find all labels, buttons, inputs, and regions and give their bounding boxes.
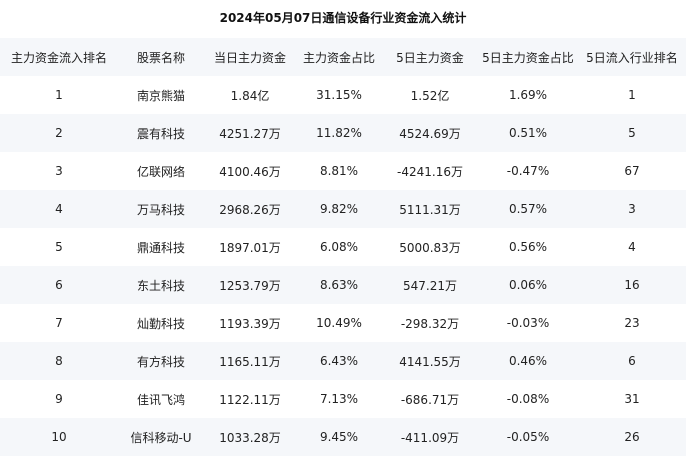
cell-main-funds-ratio: 9.45% xyxy=(319,430,359,444)
cell-5day-main-funds: 5111.31万 xyxy=(399,202,461,217)
cell-5day-industry-rank: 5 xyxy=(628,126,636,140)
table-row: 4 万马科技 2968.26万 9.82% 5111.31万 0.57% 3 xyxy=(0,190,686,228)
cell-rank: 6 xyxy=(55,278,63,292)
fund-flow-table: 主力资金流入排名 股票名称 当日主力资金 主力资金占比 5日主力资金 5日主力资… xyxy=(0,38,686,456)
cell-stock-name: 南京熊猫 xyxy=(136,88,185,103)
cell-daily-main-funds: 4100.46万 xyxy=(219,164,281,179)
cell-daily-main-funds: 2968.26万 xyxy=(219,202,281,217)
cell-5day-main-funds-ratio: -0.08% xyxy=(506,392,550,406)
cell-5day-industry-rank: 16 xyxy=(624,278,640,292)
cell-stock-name: 信科移动-U xyxy=(130,430,192,445)
header-stock-name: 股票名称 xyxy=(136,50,185,65)
cell-5day-main-funds-ratio: -0.03% xyxy=(506,316,550,330)
cell-main-funds-ratio: 6.43% xyxy=(319,354,359,368)
table-row: 7 灿勤科技 1193.39万 10.49% -298.32万 -0.03% 2… xyxy=(0,304,686,342)
cell-daily-main-funds: 1253.79万 xyxy=(219,278,281,293)
header-5day-industry-rank: 5日流入行业排名 xyxy=(586,50,678,65)
cell-5day-industry-rank: 23 xyxy=(624,316,640,330)
cell-rank: 1 xyxy=(55,88,63,102)
cell-stock-name: 亿联网络 xyxy=(136,164,185,179)
cell-5day-main-funds: 547.21万 xyxy=(403,278,457,293)
table-header-row: 主力资金流入排名 股票名称 当日主力资金 主力资金占比 5日主力资金 5日主力资… xyxy=(0,38,686,76)
cell-stock-name: 灿勤科技 xyxy=(136,316,185,331)
header-main-funds-ratio: 主力资金占比 xyxy=(302,50,375,65)
cell-main-funds-ratio: 6.08% xyxy=(319,240,359,254)
table-row: 1 南京熊猫 1.84亿 31.15% 1.52亿 1.69% 1 xyxy=(0,76,686,114)
cell-main-funds-ratio: 11.82% xyxy=(316,126,362,140)
cell-5day-main-funds-ratio: -0.05% xyxy=(506,430,550,444)
cell-5day-main-funds-ratio: 0.46% xyxy=(508,354,548,368)
cell-5day-industry-rank: 3 xyxy=(628,202,636,216)
cell-daily-main-funds: 1193.39万 xyxy=(219,316,281,331)
cell-rank: 4 xyxy=(55,202,63,216)
table-row: 2 震有科技 4251.27万 11.82% 4524.69万 0.51% 5 xyxy=(0,114,686,152)
cell-stock-name: 万马科技 xyxy=(136,202,185,217)
cell-rank: 2 xyxy=(55,126,63,140)
cell-main-funds-ratio: 31.15% xyxy=(316,88,362,102)
cell-main-funds-ratio: 9.82% xyxy=(319,202,359,216)
cell-stock-name: 有方科技 xyxy=(136,354,185,369)
cell-rank: 10 xyxy=(51,430,67,444)
cell-5day-main-funds: 4524.69万 xyxy=(399,126,461,141)
cell-daily-main-funds: 1897.01万 xyxy=(219,240,281,255)
header-rank: 主力资金流入排名 xyxy=(10,50,107,65)
cell-5day-industry-rank: 6 xyxy=(628,354,636,368)
cell-main-funds-ratio: 8.81% xyxy=(319,164,359,178)
table-row: 10 信科移动-U 1033.28万 9.45% -411.09万 -0.05%… xyxy=(0,418,686,456)
cell-daily-main-funds: 4251.27万 xyxy=(219,126,281,141)
cell-stock-name: 佳讯飞鸿 xyxy=(136,392,185,407)
cell-5day-main-funds: 4141.55万 xyxy=(399,354,461,369)
cell-5day-main-funds: 1.52亿 xyxy=(410,88,450,103)
cell-5day-industry-rank: 1 xyxy=(628,88,636,102)
header-5day-main-funds: 5日主力资金 xyxy=(396,50,464,65)
cell-5day-main-funds: -411.09万 xyxy=(400,430,460,445)
cell-5day-main-funds-ratio: 0.57% xyxy=(508,202,548,216)
cell-daily-main-funds: 1033.28万 xyxy=(219,430,281,445)
cell-main-funds-ratio: 7.13% xyxy=(319,392,359,406)
cell-stock-name: 鼎通科技 xyxy=(136,240,185,255)
table-row: 5 鼎通科技 1897.01万 6.08% 5000.83万 0.56% 4 xyxy=(0,228,686,266)
cell-stock-name: 东土科技 xyxy=(136,278,185,293)
cell-rank: 3 xyxy=(55,164,63,178)
header-daily-main-funds: 当日主力资金 xyxy=(213,50,286,65)
table-row: 9 佳讯飞鸿 1122.11万 7.13% -686.71万 -0.08% 31 xyxy=(0,380,686,418)
table-row: 8 有方科技 1165.11万 6.43% 4141.55万 0.46% 6 xyxy=(0,342,686,380)
header-5day-main-funds-ratio: 5日主力资金占比 xyxy=(482,50,574,65)
cell-rank: 8 xyxy=(55,354,63,368)
cell-daily-main-funds: 1165.11万 xyxy=(219,354,281,369)
cell-daily-main-funds: 1122.11万 xyxy=(219,392,281,407)
table-row: 6 东土科技 1253.79万 8.63% 547.21万 0.06% 16 xyxy=(0,266,686,304)
cell-main-funds-ratio: 10.49% xyxy=(316,316,362,330)
cell-rank: 5 xyxy=(55,240,63,254)
cell-rank: 9 xyxy=(55,392,63,406)
cell-5day-industry-rank: 26 xyxy=(624,430,640,444)
cell-5day-main-funds: -298.32万 xyxy=(400,316,460,331)
cell-daily-main-funds: 1.84亿 xyxy=(230,88,270,103)
cell-5day-main-funds: 5000.83万 xyxy=(399,240,461,255)
cell-5day-industry-rank: 4 xyxy=(628,240,636,254)
cell-stock-name: 震有科技 xyxy=(136,126,185,141)
cell-5day-main-funds: -686.71万 xyxy=(400,392,460,407)
cell-5day-main-funds-ratio: 1.69% xyxy=(508,88,548,102)
cell-main-funds-ratio: 8.63% xyxy=(319,278,359,292)
page-title: 2024年05月07日通信设备行业资金流入统计 xyxy=(219,11,467,25)
cell-5day-main-funds-ratio: -0.47% xyxy=(506,164,550,178)
cell-5day-main-funds-ratio: 0.56% xyxy=(508,240,548,254)
cell-5day-industry-rank: 67 xyxy=(624,164,640,178)
cell-5day-industry-rank: 31 xyxy=(624,392,640,406)
cell-5day-main-funds: -4241.16万 xyxy=(397,164,463,179)
table-row: 3 亿联网络 4100.46万 8.81% -4241.16万 -0.47% 6… xyxy=(0,152,686,190)
cell-5day-main-funds-ratio: 0.06% xyxy=(508,278,548,292)
cell-5day-main-funds-ratio: 0.51% xyxy=(508,126,548,140)
cell-rank: 7 xyxy=(55,316,63,330)
